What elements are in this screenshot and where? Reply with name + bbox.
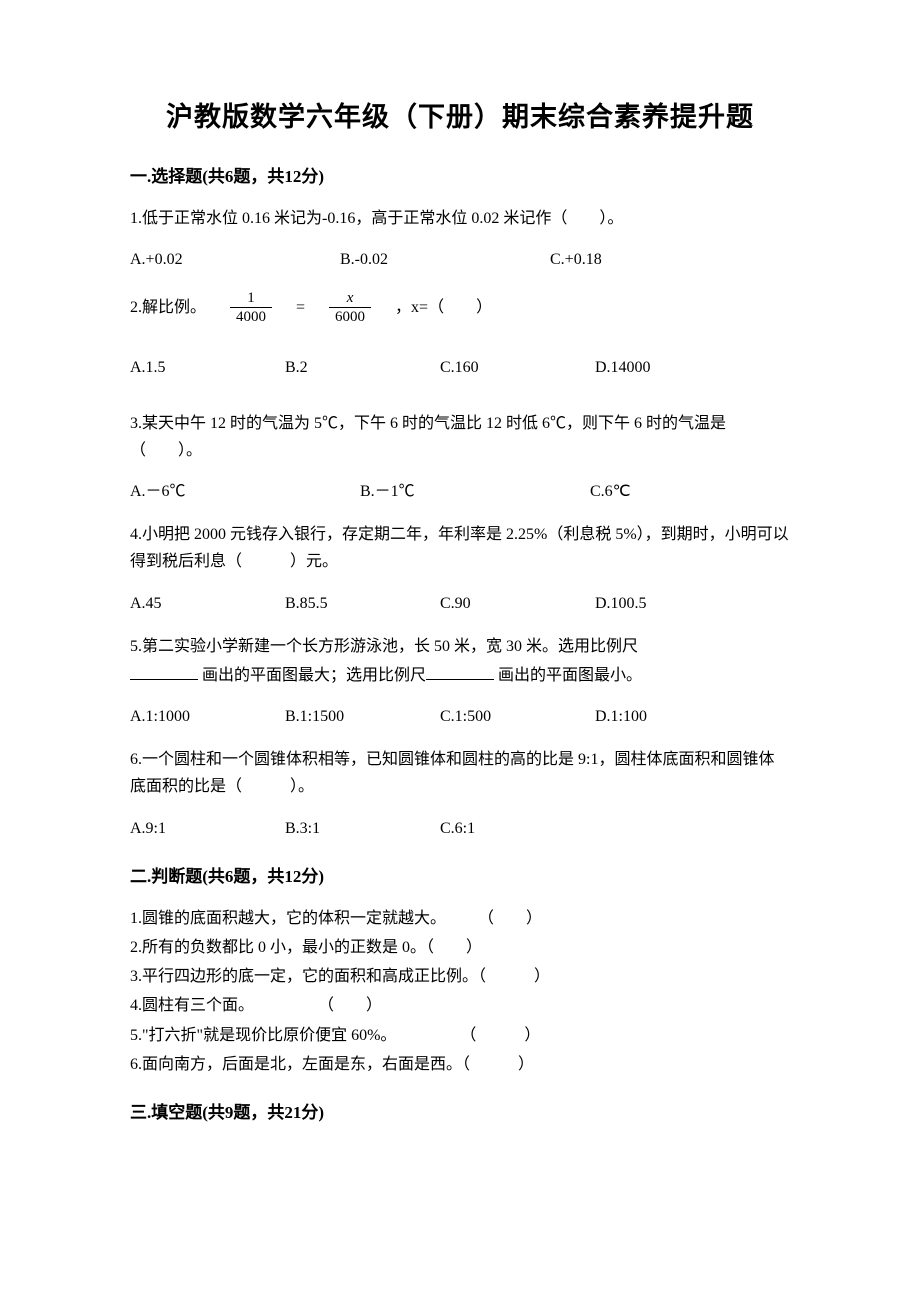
- question-6-text: 6.一个圆柱和一个圆锥体积相等，已知圆锥体和圆柱的高的比是 9:1，圆柱体底面积…: [130, 746, 790, 800]
- question-5-line2: 画出的平面图最大；选用比例尺 画出的平面图最小。: [130, 662, 790, 689]
- blank-2: [426, 665, 494, 680]
- option-a: A.1.5: [130, 354, 285, 381]
- option-c: C.1:500: [440, 703, 595, 730]
- question-3: 3.某天中午 12 时的气温为 5℃，下午 6 时的气温比 12 时低 6℃，则…: [130, 410, 790, 506]
- option-b: B.2: [285, 354, 440, 381]
- page-title: 沪教版数学六年级（下册）期末综合素养提升题: [130, 95, 790, 134]
- section-2-header: 二.判断题(共6题，共12分): [130, 862, 790, 887]
- option-c: C.160: [440, 354, 595, 381]
- tf-line-6: 6.面向南方，后面是北，左面是东，右面是西。（ ）: [130, 1051, 790, 1078]
- option-c: C.90: [440, 590, 595, 617]
- option-a: A.1:1000: [130, 703, 285, 730]
- option-b: B.-0.02: [340, 246, 550, 273]
- question-2-expr: 2.解比例。 1 4000 = x 6000 ，x=（ ）: [130, 289, 790, 326]
- section-3-header: 三.填空题(共9题，共21分): [130, 1098, 790, 1123]
- question-1-options: A.+0.02 B.-0.02 C.+0.18: [130, 246, 790, 273]
- option-b: B.1:1500: [285, 703, 440, 730]
- question-5-line1: 5.第二实验小学新建一个长方形游泳池，长 50 米，宽 30 米。选用比例尺: [130, 633, 790, 660]
- section-1-header: 一.选择题(共6题，共12分): [130, 162, 790, 187]
- question-4-text: 4.小明把 2000 元钱存入银行，存定期二年，年利率是 2.25%（利息税 5…: [130, 521, 790, 575]
- option-b: B.－1℃: [360, 478, 590, 505]
- option-d: D.14000: [595, 354, 750, 381]
- tf-line-1: 1.圆锥的底面积越大，它的体积一定就越大。 （ ）: [130, 905, 790, 932]
- question-5-options: A.1:1000 B.1:1500 C.1:500 D.1:100: [130, 703, 790, 730]
- tf-line-5: 5."打六折"就是现价比原价便宜 60%。 （ ）: [130, 1022, 790, 1049]
- question-4-options: A.45 B.85.5 C.90 D.100.5: [130, 590, 790, 617]
- question-1: 1.低于正常水位 0.16 米记为-0.16，高于正常水位 0.02 米记作（ …: [130, 205, 790, 273]
- question-2: 2.解比例。 1 4000 = x 6000 ，x=（ ） A.1.5 B.2 …: [130, 289, 790, 381]
- option-b: B.85.5: [285, 590, 440, 617]
- tf-line-2: 2.所有的负数都比 0 小，最小的正数是 0。（ ）: [130, 934, 790, 961]
- question-4: 4.小明把 2000 元钱存入银行，存定期二年，年利率是 2.25%（利息税 5…: [130, 521, 790, 617]
- equals-sign: =: [296, 294, 305, 321]
- question-6-options: A.9:1 B.3:1 C.6:1: [130, 815, 790, 842]
- option-d: D.100.5: [595, 590, 750, 617]
- question-1-text: 1.低于正常水位 0.16 米记为-0.16，高于正常水位 0.02 米记作（ …: [130, 205, 790, 232]
- question-3-options: A.－6℃ B.－1℃ C.6℃: [130, 478, 790, 505]
- question-5-line2b: 画出的平面图最小。: [494, 667, 642, 684]
- fraction-1-num: 1: [230, 289, 272, 308]
- fraction-1-den: 4000: [230, 308, 272, 326]
- question-2-options: A.1.5 B.2 C.160 D.14000: [130, 354, 790, 381]
- question-2-tail: ，x=（ ）: [395, 294, 492, 321]
- option-a: A.－6℃: [130, 478, 360, 505]
- fraction-1: 1 4000: [230, 289, 272, 326]
- option-c: C.6:1: [440, 815, 595, 842]
- option-c: C.6℃: [590, 478, 740, 505]
- tf-line-4: 4.圆柱有三个面。 （ ）: [130, 992, 790, 1019]
- question-5-line2a: 画出的平面图最大；选用比例尺: [198, 667, 426, 684]
- option-a: A.+0.02: [130, 246, 340, 273]
- option-d: D.1:100: [595, 703, 750, 730]
- fraction-2-den: 6000: [329, 308, 371, 326]
- question-6: 6.一个圆柱和一个圆锥体积相等，已知圆锥体和圆柱的高的比是 9:1，圆柱体底面积…: [130, 746, 790, 842]
- option-b: B.3:1: [285, 815, 440, 842]
- fraction-2: x 6000: [329, 289, 371, 326]
- option-a: A.45: [130, 590, 285, 617]
- option-a: A.9:1: [130, 815, 285, 842]
- question-2-label: 2.解比例。: [130, 294, 206, 321]
- option-c: C.+0.18: [550, 246, 760, 273]
- question-3-text: 3.某天中午 12 时的气温为 5℃，下午 6 时的气温比 12 时低 6℃，则…: [130, 410, 790, 464]
- question-5: 5.第二实验小学新建一个长方形游泳池，长 50 米，宽 30 米。选用比例尺 画…: [130, 633, 790, 731]
- fraction-2-num: x: [329, 289, 371, 308]
- tf-line-3: 3.平行四边形的底一定，它的面积和高成正比例。（ ）: [130, 963, 790, 990]
- blank-1: [130, 665, 198, 680]
- true-false-block: 1.圆锥的底面积越大，它的体积一定就越大。 （ ） 2.所有的负数都比 0 小，…: [130, 905, 790, 1078]
- exam-page: 沪教版数学六年级（下册）期末综合素养提升题 一.选择题(共6题，共12分) 1.…: [0, 0, 920, 1302]
